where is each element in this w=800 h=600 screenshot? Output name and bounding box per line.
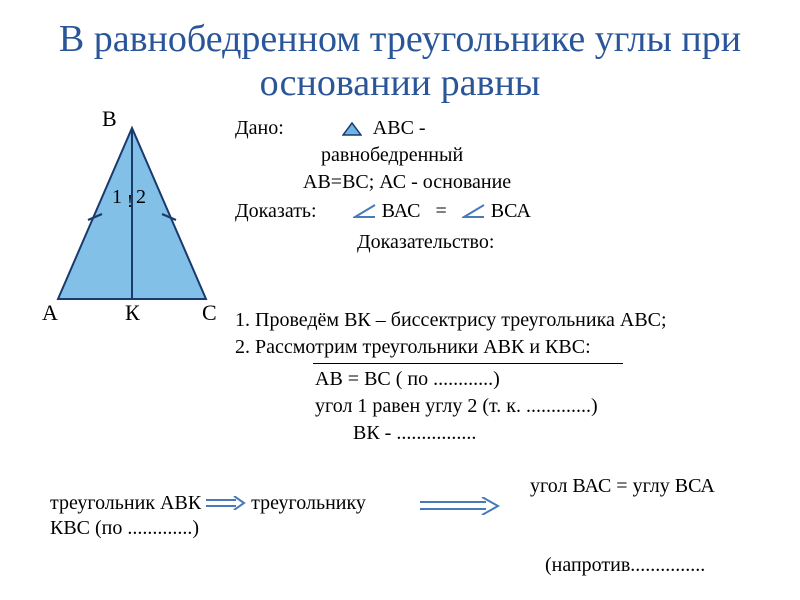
prove-row: Доказать: ВАС = ВСА	[235, 199, 775, 224]
angle-icon	[462, 201, 486, 217]
angle-bac: ВАС	[382, 200, 421, 222]
conclusion-right: угол ВАС = углу ВСА	[530, 474, 780, 499]
concl-right: угол ВАС = углу ВСА	[530, 475, 715, 497]
rule-line	[313, 363, 623, 364]
label-a: А	[42, 300, 58, 326]
step-1: 1. Проведём ВК – биссектрису треугольник…	[235, 308, 775, 333]
concl-left-a: треугольник АВК	[50, 492, 206, 514]
prove-label: Доказать:	[235, 200, 317, 222]
label-k: К	[125, 300, 140, 326]
proof-label-row: Доказательство:	[357, 230, 775, 255]
label-2: 2	[136, 186, 146, 209]
angle-icon	[353, 201, 377, 217]
triangle-diagram: В А С К 1 2 !	[50, 114, 215, 334]
given-row-3: АВ=ВС; АС - основание	[303, 170, 775, 195]
imply-arrow-icon	[206, 492, 246, 506]
given-row-2: равнобедренный	[321, 143, 775, 168]
conclusion-bottom: (напротив...............	[545, 554, 795, 577]
proof-label: Доказательство:	[357, 231, 494, 253]
mark-between: !	[127, 192, 133, 210]
given-row-1: Дано: АВС -	[235, 116, 775, 141]
concl-very: (напротив...............	[545, 554, 705, 576]
abc-text: АВС -	[373, 117, 426, 139]
title-text: В равнобедренном треугольнике углы при о…	[59, 18, 741, 104]
label-1: 1	[112, 186, 122, 209]
step-4: угол 1 равен углу 2 (т. к. .............…	[315, 394, 775, 419]
angle-bca: ВСА	[491, 200, 531, 222]
given-area: Дано: АВС - равнобедренный АВ=ВС; АС - о…	[235, 116, 775, 257]
proof-steps: 1. Проведём ВК – биссектрису треугольник…	[235, 308, 775, 448]
label-b: В	[102, 106, 117, 132]
given-label: Дано:	[235, 117, 284, 139]
prove-eq: =	[436, 200, 447, 222]
step-5: ВК - ................	[353, 421, 775, 446]
page-title: В равнобедренном треугольнике углы при о…	[0, 0, 800, 115]
ab-bc-text: АВ=ВС; АС - основание	[303, 171, 511, 193]
isosceles-text: равнобедренный	[321, 144, 463, 166]
step-2: 2. Рассмотрим треугольники АВК и КВС:	[235, 335, 775, 360]
conclusion-left: треугольник АВК треугольнику КВС (по ...…	[50, 491, 400, 541]
mini-triangle-icon	[342, 118, 362, 132]
step-3: АВ = ВС ( по ............)	[315, 367, 775, 392]
imply-arrow-2	[420, 497, 500, 520]
label-c: С	[202, 300, 217, 326]
